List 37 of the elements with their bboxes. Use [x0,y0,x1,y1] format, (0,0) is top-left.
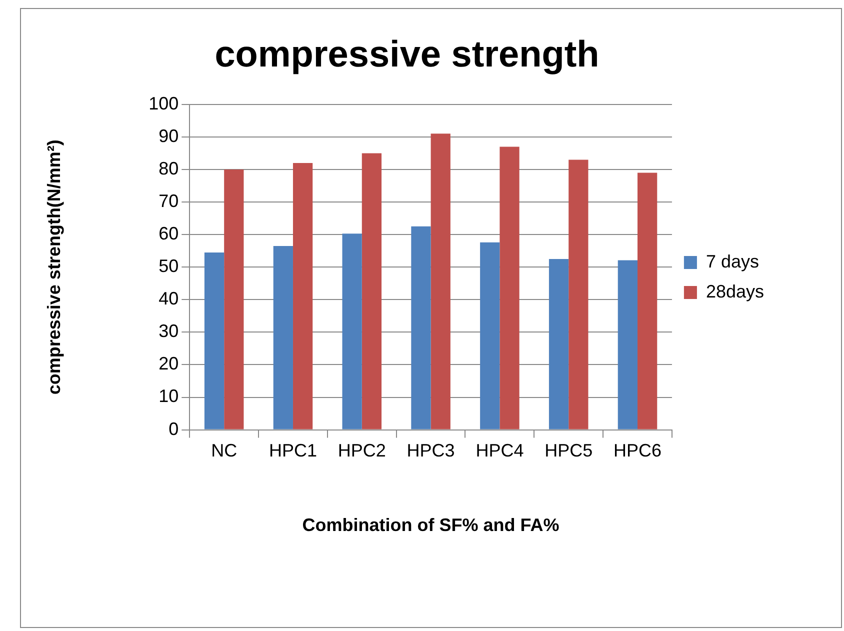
legend-label: 7 days [706,251,760,272]
bar [292,162,313,430]
x-axis-title: Combination of SF% and FA% [302,515,560,536]
x-tick-label: HPC2 [338,440,386,461]
bar [224,169,244,430]
x-tick-label: HPC4 [476,440,524,461]
y-tick-label: 50 [158,256,179,276]
bar [618,260,638,430]
chart-title: compressive strength [214,33,600,74]
y-tick-label: 10 [158,386,179,406]
bar [204,252,224,430]
legend-label: 28days [706,281,764,302]
bar [342,234,362,430]
bar [411,226,431,430]
y-tick-label: 90 [158,126,179,146]
y-axis-title: compressive strength(N/mm²) [44,140,64,395]
bar [480,242,500,430]
x-tick-label: HPC1 [268,440,317,461]
bar [500,146,520,430]
y-tick-label: 70 [158,190,179,211]
bar [638,172,658,430]
y-tick-label: 20 [158,354,179,374]
bar [568,160,588,430]
y-tick-label: 0 [168,418,179,439]
y-tick-label: 80 [158,158,179,178]
y-tick-label: 100 [148,93,179,114]
bar [273,246,293,430]
y-tick-label: 40 [158,288,179,309]
x-tick-label: HPC6 [613,440,662,461]
bar [362,153,382,430]
bar [548,258,569,430]
bar [430,134,450,430]
x-tick-label: HPC5 [544,440,593,461]
x-tick-label: NC [211,440,238,461]
x-tick-label: HPC3 [406,440,455,461]
y-tick-label: 30 [158,321,179,342]
y-tick-label: 60 [158,224,179,244]
